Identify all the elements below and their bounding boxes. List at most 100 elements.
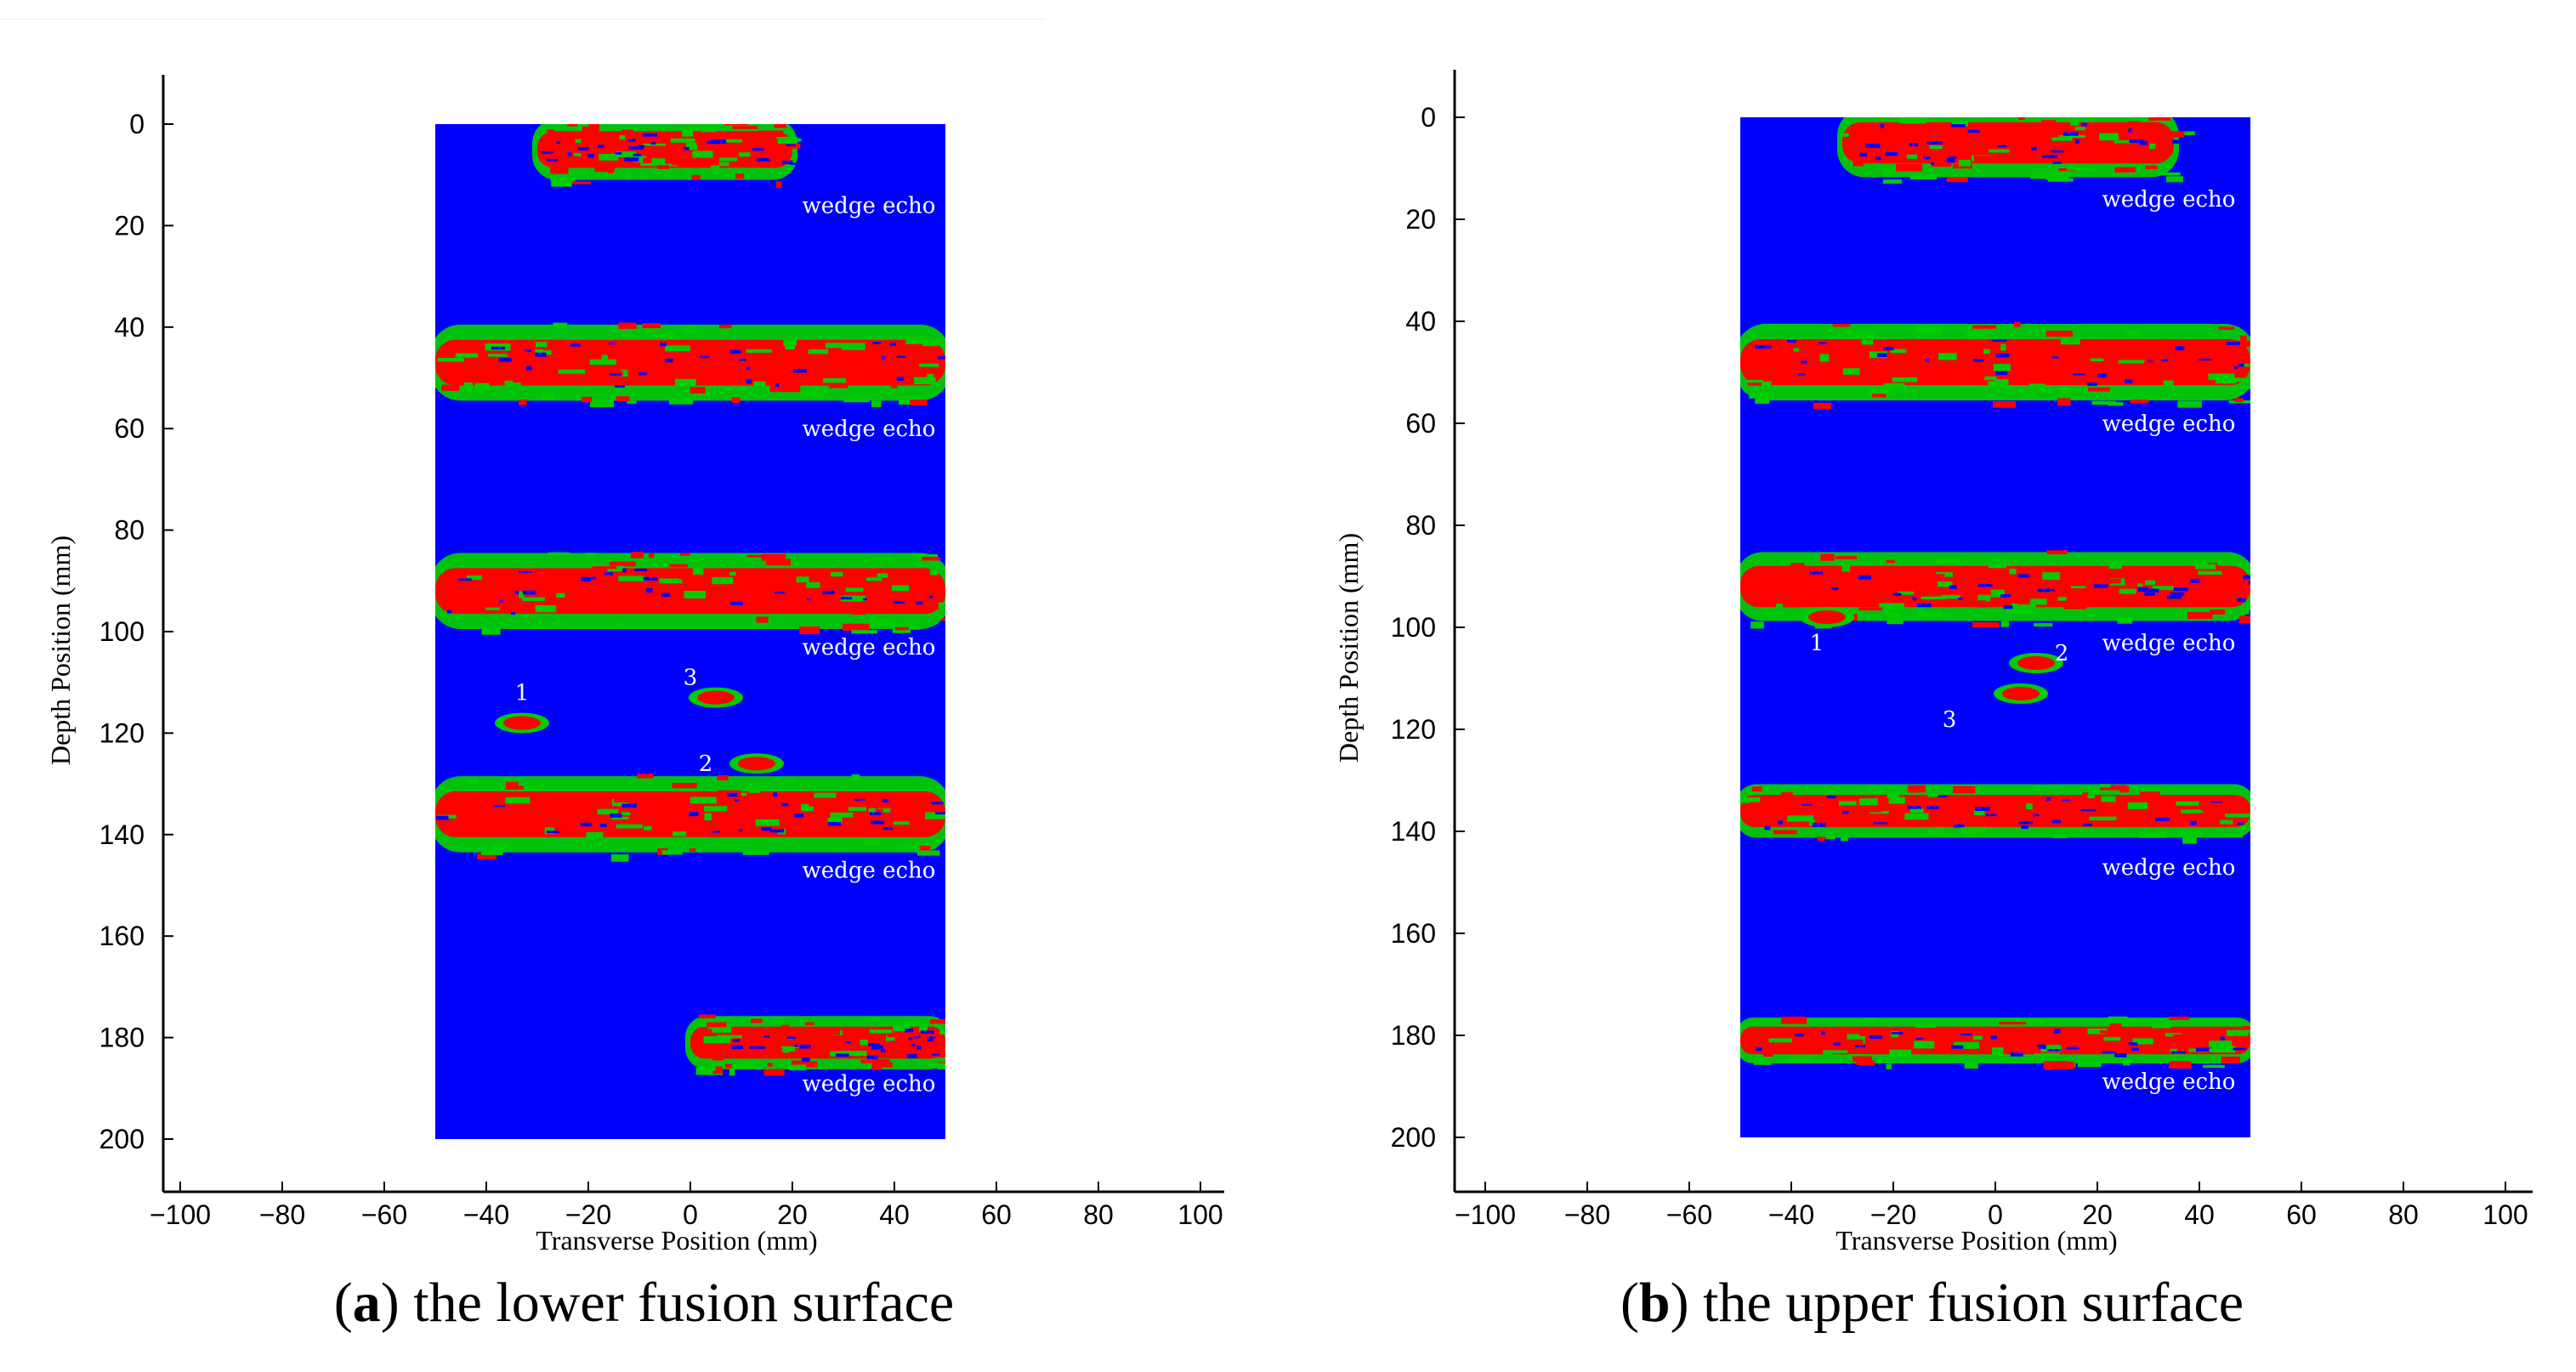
echo-hole: [2195, 1047, 2210, 1052]
echo-speckle: [724, 124, 749, 126]
echo-speckle: [1861, 339, 1874, 345]
echo-speckle: [658, 842, 682, 846]
echo-hole: [546, 158, 559, 162]
echo-speckle: [2187, 612, 2213, 620]
echo-hole: [634, 569, 648, 572]
echo-hole: [2081, 122, 2087, 127]
echo-speckle: [2013, 321, 2021, 327]
echo-speckle: [1887, 791, 1899, 799]
echo-speckle: [767, 1063, 773, 1067]
echo-hole: [1885, 151, 1898, 156]
echo-speckle: [831, 571, 843, 577]
echo-speckle: [1761, 611, 1784, 615]
echo-speckle: [2090, 358, 2104, 362]
echo-speckle: [1781, 1016, 1807, 1024]
echo-speckle: [2030, 173, 2055, 179]
echo-hole: [510, 612, 515, 615]
echo-speckle: [2116, 799, 2126, 804]
echo-speckle: [1956, 130, 1977, 133]
echo-speckle: [2127, 802, 2148, 809]
y-tick-label: 20: [114, 210, 145, 241]
echo-hole: [2237, 822, 2244, 825]
echo-speckle: [2123, 1059, 2131, 1066]
x-tick-label: 20: [777, 1199, 808, 1230]
echo-speckle: [2114, 167, 2136, 173]
echo-speckle: [451, 825, 478, 829]
echo-speckle: [1841, 803, 1854, 809]
echo-hole: [2175, 346, 2185, 351]
echo-speckle: [664, 332, 675, 337]
echo-speckle: [766, 160, 792, 164]
echo-speckle: [1783, 604, 1800, 608]
echo-speckle: [2100, 1030, 2114, 1034]
echo-speckle: [721, 798, 743, 805]
echo-speckle: [2163, 380, 2174, 386]
echo-speckle: [786, 137, 798, 144]
echo-speckle: [898, 366, 907, 370]
echo-speckle: [2052, 834, 2068, 839]
echo-speckle: [909, 831, 925, 834]
echo-speckle: [1750, 621, 1764, 629]
echo-speckle: [2056, 129, 2063, 137]
echo-speckle: [1889, 111, 1904, 116]
echo-hole: [1997, 145, 2008, 148]
echo-speckle: [714, 155, 725, 159]
echo-speckle: [927, 374, 934, 379]
echo-hole: [880, 1048, 886, 1052]
echo-speckle: [1887, 612, 1900, 619]
echo-speckle: [874, 604, 892, 611]
echo-speckle: [669, 151, 677, 157]
echo-hole: [2199, 359, 2212, 361]
echo-speckle: [2065, 808, 2084, 815]
echo-speckle: [2099, 133, 2119, 141]
echo-speckle: [781, 1024, 789, 1031]
echo-speckle: [1773, 830, 1797, 835]
echo-speckle: [1852, 1056, 1873, 1063]
echo-speckle: [2066, 588, 2090, 593]
echo-speckle: [2159, 119, 2170, 122]
echo-speckle: [756, 616, 769, 623]
echo-hole: [1854, 1045, 1866, 1047]
echo-hole: [608, 343, 616, 345]
echo-hole: [721, 140, 727, 145]
echo-hole: [1960, 1033, 1972, 1035]
echo-speckle: [2109, 1023, 2122, 1030]
echo-hole: [646, 588, 653, 593]
echo-hole: [794, 814, 804, 818]
echo-hole: [2097, 373, 2107, 378]
echo-speckle: [2152, 586, 2175, 590]
echo-speckle: [1790, 1057, 1813, 1061]
echo-speckle: [796, 576, 809, 583]
echo-speckle: [661, 349, 672, 357]
echo-hole: [911, 1044, 916, 1046]
echo-speckle: [2173, 1034, 2186, 1041]
echo-hole: [541, 151, 553, 154]
echo-speckle: [1742, 797, 1750, 803]
echo-speckle: [1958, 160, 1972, 167]
echo-hole: [896, 355, 905, 358]
echo-speckle: [860, 1059, 888, 1063]
echo-speckle: [731, 397, 740, 404]
x-tick-label: −60: [1666, 1199, 1712, 1230]
echo-speckle: [684, 590, 706, 598]
echo-hole: [1975, 807, 1990, 812]
echo-hole: [738, 358, 746, 361]
echo-speckle: [1993, 364, 2011, 371]
echo-speckle: [1847, 1034, 1860, 1040]
echo-speckle: [599, 154, 619, 161]
echo-hole: [1995, 371, 2008, 376]
wedge-echo-label: wedge echo: [803, 194, 936, 219]
x-tick-label: 100: [1177, 1199, 1223, 1230]
echo-speckle: [2220, 819, 2233, 825]
echo-speckle: [1859, 798, 1878, 806]
echo-speckle: [621, 369, 628, 377]
echo-speckle: [904, 845, 930, 850]
echo-speckle: [1781, 791, 1793, 797]
echo-speckle: [2011, 603, 2018, 607]
echo-speckle: [1819, 354, 1830, 362]
echo-hole: [807, 598, 812, 601]
echo-speckle: [2070, 117, 2080, 126]
echo-speckle: [2070, 586, 2086, 590]
echo-hole: [801, 1057, 810, 1062]
echo-speckle: [523, 815, 533, 819]
